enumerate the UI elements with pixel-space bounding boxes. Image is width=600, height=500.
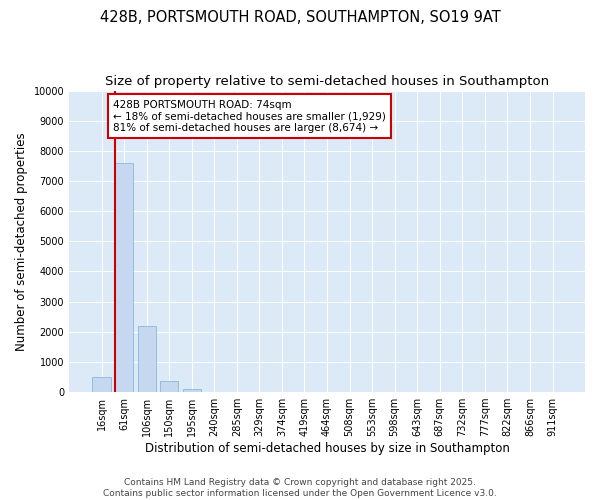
Bar	[160, 380, 178, 392]
Title: Size of property relative to semi-detached houses in Southampton: Size of property relative to semi-detach…	[105, 75, 549, 88]
Text: 428B, PORTSMOUTH ROAD, SOUTHAMPTON, SO19 9AT: 428B, PORTSMOUTH ROAD, SOUTHAMPTON, SO19…	[100, 10, 500, 25]
Bar	[182, 389, 201, 392]
Text: Contains HM Land Registry data © Crown copyright and database right 2025.
Contai: Contains HM Land Registry data © Crown c…	[103, 478, 497, 498]
Bar	[92, 377, 110, 392]
X-axis label: Distribution of semi-detached houses by size in Southampton: Distribution of semi-detached houses by …	[145, 442, 509, 455]
Y-axis label: Number of semi-detached properties: Number of semi-detached properties	[15, 132, 28, 350]
Text: 428B PORTSMOUTH ROAD: 74sqm
← 18% of semi-detached houses are smaller (1,929)
81: 428B PORTSMOUTH ROAD: 74sqm ← 18% of sem…	[113, 100, 386, 133]
Bar	[115, 163, 133, 392]
Bar	[137, 326, 155, 392]
